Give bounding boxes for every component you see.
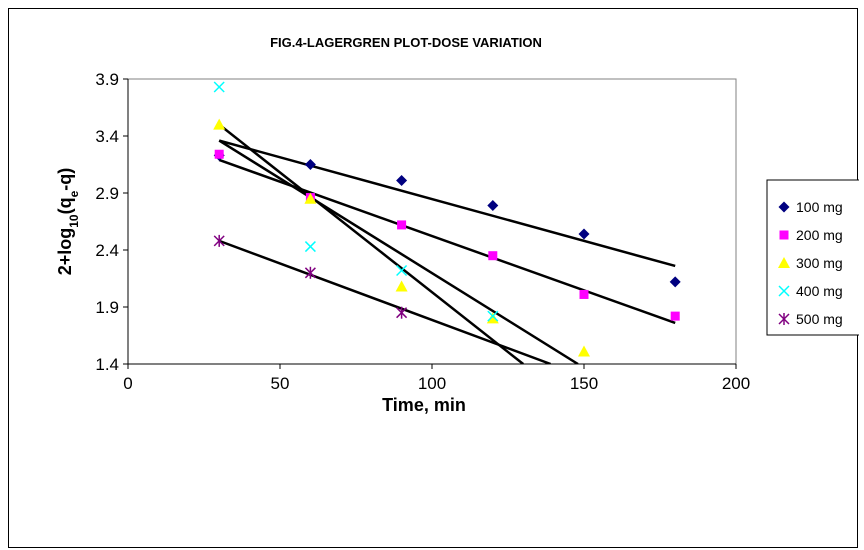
legend-item: 500 mg (778, 311, 843, 327)
legend-marker (778, 257, 790, 268)
data-point (396, 174, 408, 186)
data-point (304, 192, 317, 204)
chart-title: FIG.4-LAGERGREN PLOT-DOSE VARIATION (270, 35, 542, 50)
y-axis-label-part: 2+log (55, 228, 75, 276)
legend-marker (779, 230, 789, 240)
legend-label: 500 mg (796, 311, 843, 327)
legend-label: 100 mg (796, 199, 843, 215)
legend-label: 400 mg (796, 283, 843, 299)
data-point (397, 220, 407, 230)
data-point (304, 241, 316, 253)
legend-label: 300 mg (796, 255, 843, 271)
legend-item: 400 mg (778, 283, 843, 299)
legend-label: 200 mg (796, 227, 843, 243)
data-point (578, 228, 590, 240)
chart-svg: FIG.4-LAGERGREN PLOT-DOSE VARIATION 1.41… (55, 35, 859, 415)
y-axis-label-part: 10 (67, 214, 81, 228)
data-point (395, 280, 408, 292)
legend-marker (778, 201, 790, 213)
data-point (213, 81, 225, 93)
data-point (487, 310, 499, 322)
series-100-mg (213, 149, 681, 288)
y-axis-label: 2+log10(qe-q) (55, 168, 81, 276)
data-point (396, 306, 408, 319)
x-axis-label: Time, min (382, 395, 466, 415)
series-400-mg (213, 81, 499, 322)
legend-item: 200 mg (779, 227, 843, 243)
plot-layer: 1.4 1.9 2.4 2.9 3.4 3.9 0 50 100 150 200 Time, min 2… (55, 70, 859, 415)
data-point (670, 311, 680, 321)
x-tick-label: 100 (418, 374, 446, 393)
data-point (396, 264, 408, 277)
x-tick-label: 150 (570, 374, 598, 393)
data-point (578, 345, 590, 357)
data-point (486, 312, 499, 324)
legend-item: 300 mg (778, 255, 843, 271)
y-tick-label: 3.4 (95, 127, 119, 146)
legend-item: 100 mg (778, 199, 843, 215)
legend-marker (778, 285, 790, 297)
x-tick-label: 0 (123, 374, 132, 393)
data-point (488, 251, 498, 261)
data-point (214, 149, 224, 159)
y-tick-label: 1.4 (95, 355, 119, 374)
data-point (579, 289, 589, 299)
legend: 100 mg 200 mg 300 mg 400 mg 500 mg (766, 179, 859, 336)
y-axis-label-part: -q) (55, 168, 75, 191)
trend-line (218, 239, 551, 364)
y-tick-label: 3.9 (95, 70, 119, 89)
data-point (669, 276, 681, 288)
legend-marker (778, 313, 790, 325)
trend-line (218, 139, 676, 268)
trend-line (218, 123, 524, 364)
data-point (304, 266, 316, 279)
trend-line (218, 139, 579, 364)
y-axis-label-part: (q (55, 197, 75, 214)
y-tick-label: 2.4 (95, 241, 119, 260)
data-point (213, 118, 226, 130)
chart-area: FIG.4-LAGERGREN PLOT-DOSE VARIATION 1.4 1… (8, 8, 859, 548)
x-tick-label: 50 (271, 374, 290, 393)
x-tick-label: 200 (722, 374, 750, 393)
data-point (213, 234, 225, 247)
series-300-mg (213, 118, 590, 357)
y-tick-label: 1.9 (95, 298, 119, 317)
series-500-mg (213, 234, 408, 319)
y-tick-label: 2.9 (95, 184, 119, 203)
data-point (304, 159, 316, 170)
fit-lines (218, 123, 676, 364)
y-axis-label-part: e (67, 190, 81, 197)
data-point (487, 200, 499, 212)
